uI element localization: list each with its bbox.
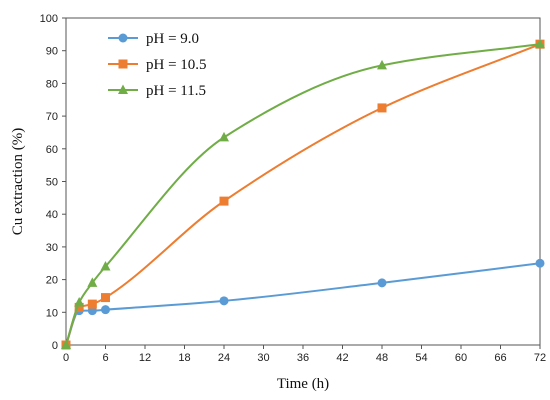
x-axis-ticks: 0 6 12 18 24 30 36 42 48 54 60 66 72 [63,345,546,364]
y-tick-label: 10 [46,307,58,319]
data-point [535,258,545,268]
data-point [377,278,387,288]
y-tick-label: 50 [46,177,58,189]
x-tick-label: 54 [415,352,427,364]
plot-area-border [65,17,541,346]
y-tick-label: 40 [46,209,58,221]
legend-item: pH = 11.5 [108,83,206,99]
data-point [100,261,111,271]
data-point [74,296,85,307]
data-point [87,277,98,287]
x-tick-label: 42 [336,352,348,364]
x-axis-title: Time (h) [277,376,329,392]
legend-label: pH = 10.5 [146,57,207,73]
y-tick-label: 0 [52,340,58,352]
legend-item: pH = 10.5 [108,57,207,73]
series-layer [61,38,545,350]
y-axis-title: Cu extraction (%) [10,128,26,235]
data-point [87,299,97,309]
x-tick-label: 18 [178,352,190,364]
legend-label: pH = 11.5 [146,83,206,99]
data-point [74,302,84,312]
data-point [101,305,110,315]
x-tick-label: 36 [297,352,309,364]
data-point [219,196,229,206]
data-point [219,296,229,306]
y-tick-label: 80 [46,78,58,90]
legend-marker [118,59,128,69]
x-tick-label: 72 [534,352,546,364]
y-tick-label: 30 [46,242,58,254]
x-tick-label: 66 [494,352,506,364]
legend-marker [118,84,128,94]
x-tick-label: 12 [139,352,151,364]
x-tick-label: 30 [257,352,269,364]
y-tick-label: 20 [46,275,58,287]
series-2 [61,39,545,350]
series-1 [61,258,545,350]
y-tick-label: 60 [46,144,58,156]
legend-marker [118,33,128,43]
legend-label: pH = 9.0 [146,31,199,47]
series-line [65,43,541,346]
y-tick-label: 100 [40,13,58,25]
data-point [377,103,387,113]
y-tick-label: 90 [46,46,58,58]
data-point [535,38,545,49]
data-point [101,293,110,303]
x-tick-label: 6 [102,352,108,364]
data-point [219,131,229,142]
data-point [377,59,387,70]
x-tick-label: 48 [376,352,388,364]
x-tick-label: 0 [63,352,69,364]
y-tick-label: 70 [46,111,58,123]
plot-frame [65,17,541,346]
series-3 [61,38,545,349]
legend-item: pH = 9.0 [108,31,199,47]
y-axis-ticks: 0 10 20 30 40 50 60 70 80 90 100 [40,13,66,352]
x-tick-label: 24 [218,352,230,364]
x-tick-label: 60 [455,352,467,364]
legend: pH = 9.0 pH = 10.5 pH = 11.5 [108,31,207,99]
data-point [61,339,71,349]
